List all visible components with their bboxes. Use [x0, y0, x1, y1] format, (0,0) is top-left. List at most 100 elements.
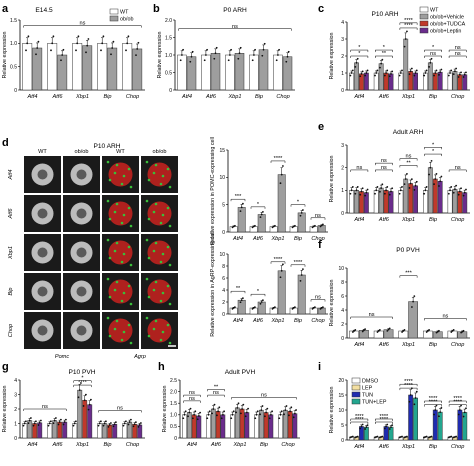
y-tick-label-a: 1.5 — [10, 18, 17, 24]
data-point-e — [375, 189, 378, 192]
data-point-h — [188, 411, 191, 414]
data-point-a — [100, 49, 102, 52]
data-point-a — [137, 41, 140, 44]
data-point-h — [265, 411, 267, 414]
micrograph-green-dot — [108, 217, 112, 221]
sig-label-e: * — [432, 142, 435, 148]
micrograph-cell-red — [108, 162, 133, 187]
data-point-a — [25, 49, 27, 52]
data-point-e — [399, 189, 402, 192]
chart-g: g P10 PVH 0 1 2 3 4 Relative expression Atf4 Atf6… — [2, 361, 145, 448]
micrograph-green-dot — [106, 199, 110, 203]
data-point-h — [213, 403, 216, 406]
data-point-c — [383, 74, 386, 77]
legend-swatch-c — [419, 6, 429, 13]
category-label-f: Atf4 — [353, 342, 364, 348]
data-point-b — [262, 48, 265, 51]
data-point-e — [435, 173, 438, 175]
data-point-g — [60, 418, 62, 421]
legend-swatch-a — [109, 15, 119, 22]
micrograph-green-dot — [168, 341, 172, 345]
micrograph-green-dot — [154, 202, 158, 206]
data-point-c — [401, 69, 403, 72]
y-tick-label-h: 1.0 — [170, 413, 177, 419]
legend-label-c: ob/ob+TUDCA — [430, 22, 466, 28]
data-point-h — [183, 413, 186, 416]
y-tick-label-c: 3 — [341, 37, 344, 43]
data-point-b — [286, 55, 289, 58]
legend-label-a: WT — [120, 10, 129, 16]
micrograph-green-dot — [129, 224, 133, 228]
data-point-e — [409, 182, 412, 185]
data-point-c — [439, 71, 442, 74]
data-point-g — [40, 419, 42, 422]
micrograph-row-label: Xbp1 — [8, 246, 14, 260]
data-point-g — [52, 422, 55, 425]
data-point-c — [360, 72, 363, 75]
y-tick-label-d2: 0 — [222, 312, 225, 318]
category-label-a: Chop — [126, 94, 139, 100]
category-label-d2: Bip — [294, 318, 302, 324]
data-point-f — [411, 306, 413, 308]
data-point-i — [385, 425, 387, 428]
data-point-e — [423, 192, 426, 195]
bar-f — [447, 330, 458, 339]
micrograph-green-dot — [113, 327, 117, 331]
category-label-f: Bip — [429, 342, 437, 348]
sig-label-b: ns — [232, 24, 238, 30]
data-point-d1 — [262, 210, 264, 213]
data-point-i — [460, 404, 462, 407]
micrograph-nucleus — [76, 208, 87, 219]
bar-b — [210, 53, 221, 91]
data-point-d2 — [299, 279, 302, 282]
sig-label-i: **** — [355, 414, 365, 420]
legend-swatch-i — [351, 384, 361, 391]
micrograph-nucleus — [37, 286, 48, 297]
data-point-h — [231, 413, 234, 416]
micrograph-green-dot — [115, 241, 119, 245]
y-tick-label-a: 0.5 — [10, 64, 17, 70]
data-point-b — [227, 59, 230, 62]
data-point-h — [222, 413, 224, 416]
data-point-c — [386, 69, 389, 72]
data-point-h — [264, 415, 266, 418]
data-point-a — [77, 35, 80, 38]
data-point-i — [364, 428, 367, 430]
data-point-e — [403, 183, 406, 186]
data-point-e — [447, 192, 450, 195]
data-point-g — [102, 424, 105, 427]
bar-d1 — [237, 207, 246, 233]
category-label-c: Xbp1 — [401, 94, 415, 100]
data-point-g — [57, 423, 60, 426]
micrograph-panel-d: d P10 ARH WT ob/ob WT ob/ob Atf4 Atf6 Xbp1 Bip C… — [2, 137, 178, 360]
data-point-c — [409, 70, 412, 73]
micrograph-green-dot — [168, 302, 172, 306]
data-point-h — [230, 417, 233, 420]
micrograph-cell-red — [147, 318, 172, 343]
data-point-d2 — [234, 306, 236, 308]
data-point-i — [391, 424, 394, 427]
data-point-h — [256, 410, 259, 413]
data-point-i — [440, 407, 443, 409]
data-point-h — [255, 413, 258, 416]
category-label-i: Atf6 — [378, 444, 390, 450]
data-point-g — [115, 421, 117, 424]
micrograph-cell-red — [147, 279, 172, 304]
micrograph-green-dot — [154, 241, 158, 245]
data-point-b — [239, 46, 242, 49]
data-point-g — [50, 420, 52, 423]
micrograph-cell-red — [108, 240, 133, 265]
data-point-h — [284, 409, 287, 412]
micrograph-green-dot — [120, 260, 124, 264]
data-point-b — [230, 48, 233, 51]
data-point-c — [465, 71, 467, 74]
data-point-g — [100, 420, 102, 423]
data-point-g — [25, 420, 27, 423]
y-tick-label-c: 0 — [341, 88, 344, 94]
category-label-d1: Atf4 — [232, 236, 243, 242]
data-point-d2 — [239, 301, 242, 304]
micrograph-nucleus — [37, 208, 48, 219]
data-point-e — [366, 188, 369, 191]
data-point-a — [37, 40, 40, 43]
